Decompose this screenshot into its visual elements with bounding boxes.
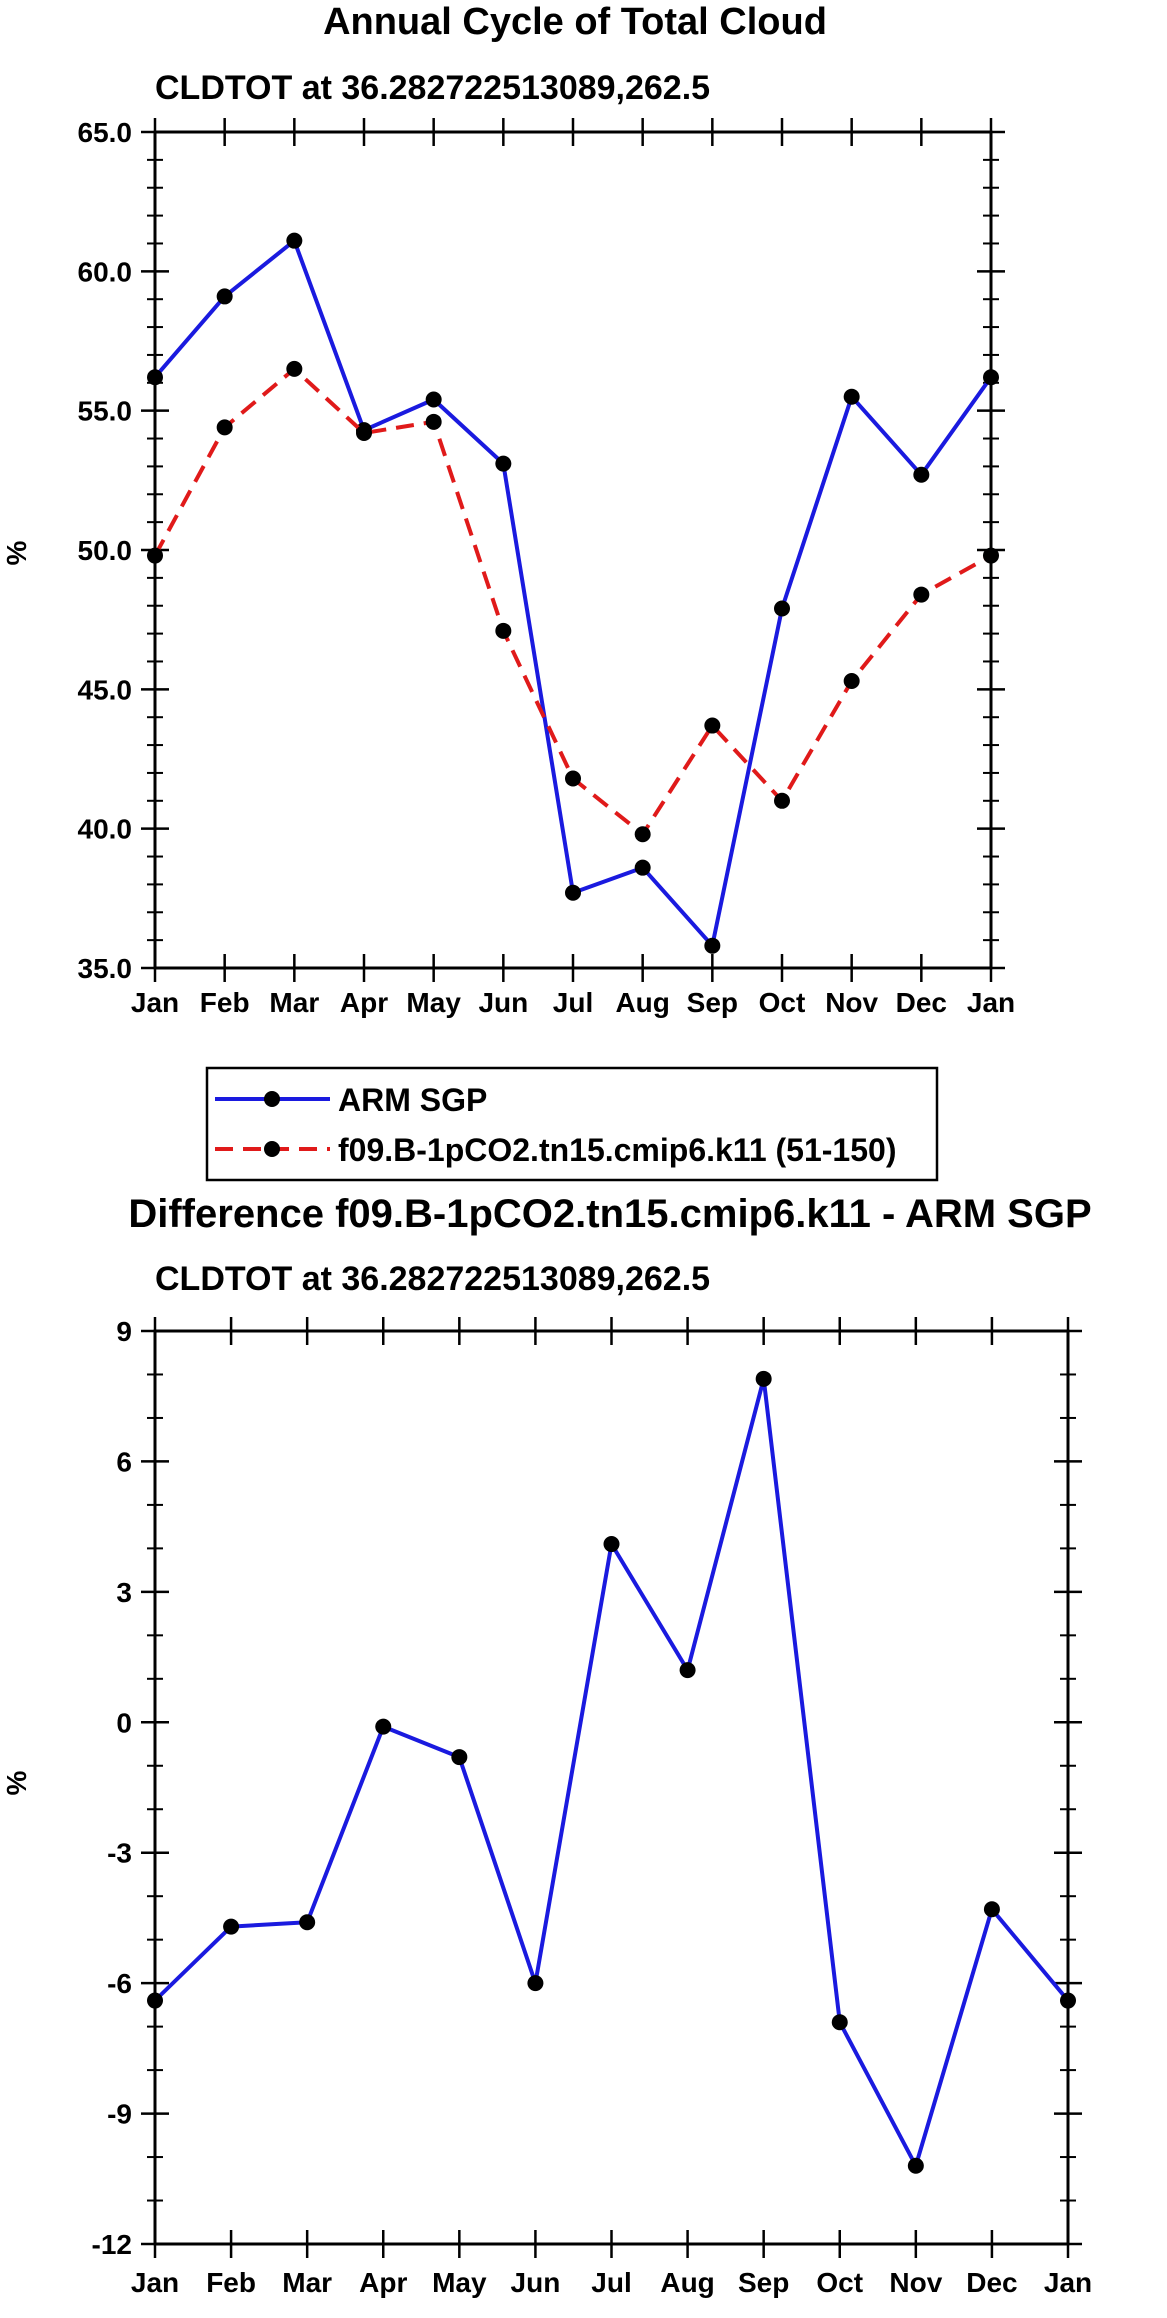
chart-1-plot-frame [153,130,993,970]
chart-1-point-arm-sgp-10 [843,388,860,405]
chart-1-point-arm-sgp-7 [634,859,651,876]
annual-cycle-chart: Annual Cycle of Total Cloud CLDTOT at 36… [1,1,1015,1018]
chart-1-xtick-label-8: Sep [687,987,738,1018]
chart-2-point-difference-11 [983,1901,1000,1918]
chart-2-point-difference-4 [451,1749,468,1766]
chart-1-legend: ARM SGP f09.B-1pCO2.tn15.cmip6.k11 (51-1… [205,1066,939,1182]
legend-label-model: f09.B-1pCO2.tn15.cmip6.k11 (51-150) [338,1132,896,1168]
chart-2-xtick-label-11: Dec [966,2267,1017,2298]
chart-2-ytick-label-4: 0 [116,1707,132,1738]
chart-2-subtitle: CLDTOT at 36.282722513089,262.5 [155,1260,710,1298]
chart-1-xtick-label-10: Nov [825,987,878,1018]
chart-2-xtick-label-0: Jan [131,2267,179,2298]
chart-2-xtick-label-12: Jan [1044,2267,1092,2298]
chart-1-ticks [141,118,1005,982]
chart-2-plot-frame [153,1329,1070,2246]
chart-2-ytick-label-5: 3 [116,1577,132,1608]
chart-1-point-arm-sgp-6 [565,884,581,901]
chart-1-point-arm-sgp-1 [216,288,233,305]
chart-1-xtick-label-4: May [406,987,461,1018]
chart-2-tick-labels: Jan Feb Mar Apr May Jun Jul Aug Sep Oct Nov Dec Jan -… [92,1316,1093,2298]
chart-1-point-f09-b-1pco2-tn15-cmip6-k11-51-150-2 [286,360,303,377]
chart-2-point-difference-1 [223,1918,240,1935]
chart-2-ylabel: % [1,1770,32,1795]
chart-1-ylabel: % [1,540,32,565]
chart-2-point-difference-5 [527,1975,544,1992]
chart-1-point-arm-sgp-5 [495,455,512,472]
chart-1-tick-labels: Jan Feb Mar Apr May Jun Jul Aug Sep Oct Nov Dec Jan3… [78,117,1016,1018]
chart-1-series-line-f09-b-1pco2-tn15-cmip6-k11-51-150 [153,366,992,837]
chart-1-point-f09-b-1pco2-tn15-cmip6-k11-51-150-7 [634,826,651,843]
chart-2-ytick-label-6: 6 [116,1446,132,1477]
chart-2-ytick-label-7: 9 [116,1316,132,1347]
chart-1-point-f09-b-1pco2-tn15-cmip6-k11-51-150-3 [356,424,372,441]
chart-2-xtick-label-6: Jul [591,2267,631,2298]
chart-1-ytick-label-5: 60.0 [78,256,133,287]
chart-1-point-arm-sgp-2 [286,232,303,249]
chart-2-xtick-label-2: Mar [282,2267,332,2298]
chart-2-xtick-label-10: Nov [889,2267,942,2298]
chart-1-point-f09-b-1pco2-tn15-cmip6-k11-51-150-11 [913,586,930,603]
chart-1-point-f09-b-1pco2-tn15-cmip6-k11-51-150-6 [565,770,581,787]
chart-1-subtitle: CLDTOT at 36.282722513089,262.5 [155,69,710,107]
chart-2-ytick-label-2: -6 [107,1968,132,1999]
chart-1-point-arm-sgp-11 [913,466,930,483]
chart-2-ytick-label-1: -9 [107,2099,132,2130]
difference-chart: Difference f09.B-1pCO2.tn15.cmip6.k11 - … [1,1192,1092,2298]
chart-2-ytick-label-3: -3 [107,1838,132,1869]
chart-2-point-difference-6 [603,1536,620,1553]
chart-2-point-difference-2 [299,1914,316,1931]
chart-1-series-line-arm-sgp [153,238,993,948]
legend-label-arm-sgp: ARM SGP [338,1082,487,1118]
chart-1-xtick-label-6: Jul [553,987,593,1018]
chart-2-point-difference-9 [831,2014,848,2031]
chart-1-ytick-label-3: 50.0 [78,535,133,566]
chart-2-series [147,1370,1076,2174]
chart-2-ytick-label-0: -12 [92,2229,132,2260]
chart-1-ytick-label-4: 55.0 [78,396,133,427]
chart-1-ytick-label-0: 35.0 [78,953,133,984]
chart-1-xtick-label-7: Aug [615,987,669,1018]
chart-1-ytick-label-6: 65.0 [78,117,133,148]
legend-marker-model [264,1141,280,1157]
chart-1-point-arm-sgp-9 [774,600,790,617]
chart-1-point-arm-sgp-4 [425,391,442,408]
chart-2-point-difference-10 [907,2157,924,2174]
chart-2-xtick-label-3: Apr [359,2267,407,2298]
chart-1-xtick-label-2: Mar [269,987,319,1018]
chart-1-xtick-label-5: Jun [478,987,528,1018]
chart-1-ytick-label-2: 45.0 [78,674,133,705]
chart-2-xtick-label-9: Oct [816,2267,863,2298]
chart-1-series [147,232,999,954]
chart-2-ticks [141,1317,1082,2258]
chart-1-xtick-label-11: Dec [896,987,947,1018]
chart-1-point-f09-b-1pco2-tn15-cmip6-k11-51-150-8 [704,717,721,734]
chart-1-point-f09-b-1pco2-tn15-cmip6-k11-51-150-9 [774,792,790,809]
chart-1-point-f09-b-1pco2-tn15-cmip6-k11-51-150-1 [216,419,233,436]
chart-1-ytick-label-1: 40.0 [78,814,133,845]
chart-1-point-arm-sgp-8 [704,937,721,954]
chart-2-xtick-label-5: Jun [511,2267,561,2298]
chart-2-series-line-difference [153,1376,1070,2168]
chart-2-xtick-label-8: Sep [738,2267,789,2298]
chart-2-xtick-label-7: Aug [660,2267,714,2298]
chart-1-xtick-label-1: Feb [200,987,250,1018]
chart-1-point-f09-b-1pco2-tn15-cmip6-k11-51-150-10 [843,672,860,689]
chart-1-xtick-label-12: Jan [967,987,1015,1018]
chart-2-point-difference-7 [679,1662,696,1679]
legend-marker-arm-sgp [264,1091,280,1107]
chart-2-title: Difference f09.B-1pCO2.tn15.cmip6.k11 - … [128,1192,1091,1236]
chart-1-title: Annual Cycle of Total Cloud [323,1,827,43]
chart-1-xtick-label-0: Jan [131,987,179,1018]
chart-2-point-difference-8 [755,1370,772,1387]
chart-1-point-f09-b-1pco2-tn15-cmip6-k11-51-150-5 [495,622,512,639]
chart-1-xtick-label-9: Oct [759,987,806,1018]
chart-2-point-difference-3 [375,1718,392,1735]
legend-box [205,1066,939,1182]
chart-2-xtick-label-4: May [432,2267,487,2298]
chart-1-xtick-label-3: Apr [340,987,388,1018]
chart-2-xtick-label-1: Feb [206,2267,256,2298]
chart-1-point-f09-b-1pco2-tn15-cmip6-k11-51-150-4 [425,413,442,430]
